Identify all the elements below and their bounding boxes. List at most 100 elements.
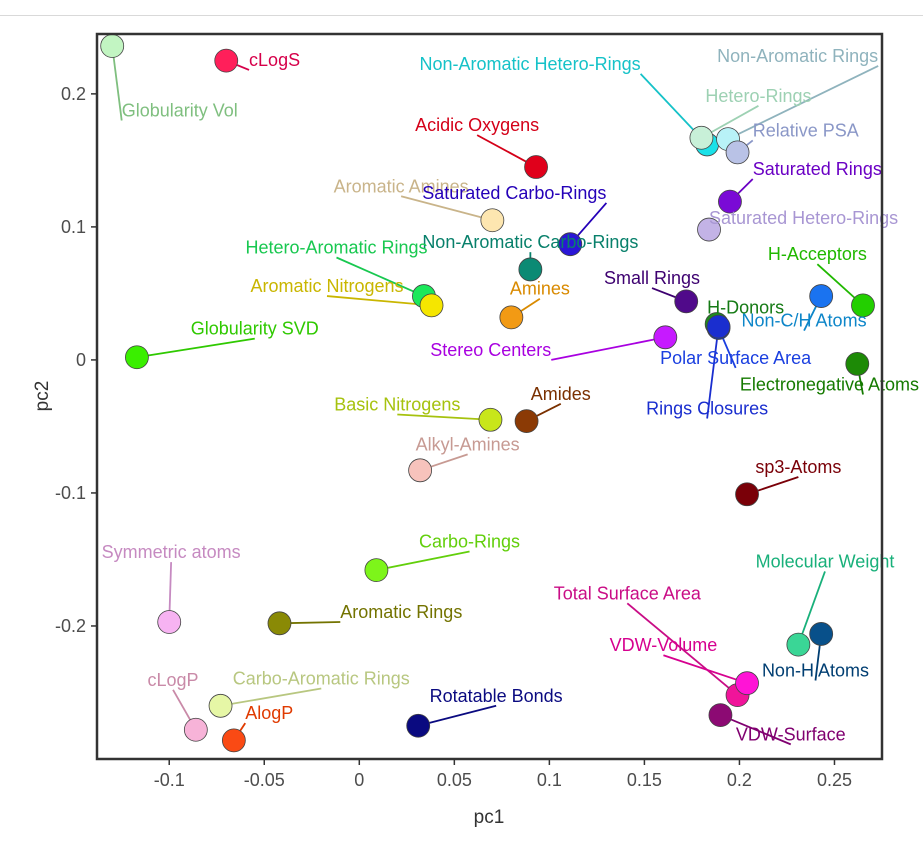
point-label: cLogS xyxy=(249,50,300,70)
point-label: Aromatic Nitrogens xyxy=(250,276,403,296)
point-label: Rings Closures xyxy=(646,398,768,418)
point-label: Basic Nitrogens xyxy=(334,394,460,414)
x-tick-label: 0.25 xyxy=(817,770,852,790)
point-label: Aromatic Rings xyxy=(340,602,462,622)
data-point xyxy=(125,345,149,370)
point-label: Non-Aromatic Hetero-Rings xyxy=(420,54,641,74)
data-point xyxy=(674,289,699,314)
x-tick-label: 0 xyxy=(354,770,364,790)
label-connector xyxy=(136,337,255,359)
y-tick-label: 0 xyxy=(76,350,86,370)
point-label: AlogP xyxy=(245,703,293,723)
data-point xyxy=(725,140,750,165)
point-label: Polar Surface Area xyxy=(660,348,812,368)
label-connector xyxy=(626,602,739,696)
point-label: Non-Aromatic Rings xyxy=(717,46,878,66)
data-points xyxy=(100,34,875,753)
point-label: Small Rings xyxy=(604,268,700,288)
data-point xyxy=(183,717,208,742)
y-tick-label: -0.2 xyxy=(55,616,86,636)
label-connector xyxy=(336,256,425,297)
point-label: Non-C/H Atoms xyxy=(742,311,867,331)
label-connector xyxy=(111,45,123,121)
data-point xyxy=(214,48,239,73)
x-tick-label: 0.1 xyxy=(537,770,562,790)
point-label: Relative PSA xyxy=(753,120,859,140)
data-point xyxy=(735,671,759,696)
y-axis-label: pc2 xyxy=(32,381,53,412)
top-divider xyxy=(0,15,923,16)
label-connector xyxy=(376,550,470,571)
x-tick-label: -0.05 xyxy=(244,770,285,790)
y-tick-label: 0.2 xyxy=(61,84,86,104)
point-label: Globularity SVD xyxy=(191,319,319,339)
data-point xyxy=(689,125,714,150)
data-point xyxy=(524,155,548,179)
label-connector xyxy=(397,413,491,421)
data-point xyxy=(735,482,759,507)
data-point xyxy=(100,34,125,58)
point-label: Total Surface Area xyxy=(554,583,702,603)
data-point xyxy=(478,407,503,432)
label-connector xyxy=(326,295,432,307)
y-tick-label: -0.1 xyxy=(55,483,86,503)
y-tick-label: 0.1 xyxy=(61,217,86,237)
label-connector xyxy=(706,326,720,419)
data-point xyxy=(419,293,444,318)
x-tick-label: -0.1 xyxy=(154,770,185,790)
data-point xyxy=(406,713,431,738)
point-label: VDW-Volume xyxy=(610,635,718,655)
label-connector xyxy=(797,571,826,645)
point-label: Aromatic Amines xyxy=(334,176,469,196)
point-label: Saturated Carbo-Rings xyxy=(422,183,606,203)
point-label: Saturated Hetero-Rings xyxy=(709,208,898,228)
data-point xyxy=(706,314,731,339)
point-label: Hetero-Rings xyxy=(705,86,811,106)
point-label: Carbo-Aromatic Rings xyxy=(233,669,410,689)
label-connector xyxy=(220,687,322,707)
data-point xyxy=(514,409,539,434)
plot-panel xyxy=(95,32,884,761)
data-point xyxy=(653,325,678,350)
data-point xyxy=(499,305,524,330)
data-point xyxy=(809,284,834,308)
data-point xyxy=(157,610,182,634)
data-point xyxy=(718,189,742,214)
data-point xyxy=(267,611,292,636)
data-point xyxy=(697,217,721,242)
point-label: VDW-Surface xyxy=(736,724,846,744)
label-connector xyxy=(551,336,666,361)
data-point xyxy=(708,703,733,728)
data-point xyxy=(558,232,583,257)
data-point xyxy=(845,352,870,376)
data-point xyxy=(809,622,834,646)
label-connector xyxy=(720,714,792,746)
x-axis-label: pc1 xyxy=(474,807,505,828)
data-point xyxy=(408,458,433,483)
data-point xyxy=(786,632,811,657)
data-point xyxy=(208,693,233,718)
x-tick-label: 0.05 xyxy=(437,770,472,790)
data-point xyxy=(221,728,246,753)
point-label: H-Acceptors xyxy=(768,244,867,264)
x-tick-label: 0.2 xyxy=(727,770,752,790)
point-label: Non-H Atoms xyxy=(762,661,869,681)
data-point xyxy=(364,558,389,583)
x-tick-label: 0.15 xyxy=(627,770,662,790)
label-connectors xyxy=(111,45,879,746)
point-label: Amines xyxy=(510,279,570,299)
point-label: Symmetric atoms xyxy=(102,542,241,562)
point-label: cLogP xyxy=(148,670,199,690)
label-connector xyxy=(417,704,497,727)
axes: -0.1 -0.05 0 0.05 0.1 0.15 0.2 0.25 0.2 0.1 0 -0.1 -… xyxy=(55,84,852,790)
point-label: Amides xyxy=(531,384,591,404)
data-point xyxy=(480,208,505,233)
point-label: Saturated Rings xyxy=(753,159,882,179)
point-label: Alkyl-Amines xyxy=(416,434,520,454)
data-point xyxy=(518,257,543,282)
point-label: Acidic Oxygens xyxy=(415,115,539,135)
data-point xyxy=(851,293,875,318)
point-label: Hetero-Aromatic Rings xyxy=(245,237,427,257)
point-label: Non-Aromatic Carbo-Rings xyxy=(422,232,638,252)
